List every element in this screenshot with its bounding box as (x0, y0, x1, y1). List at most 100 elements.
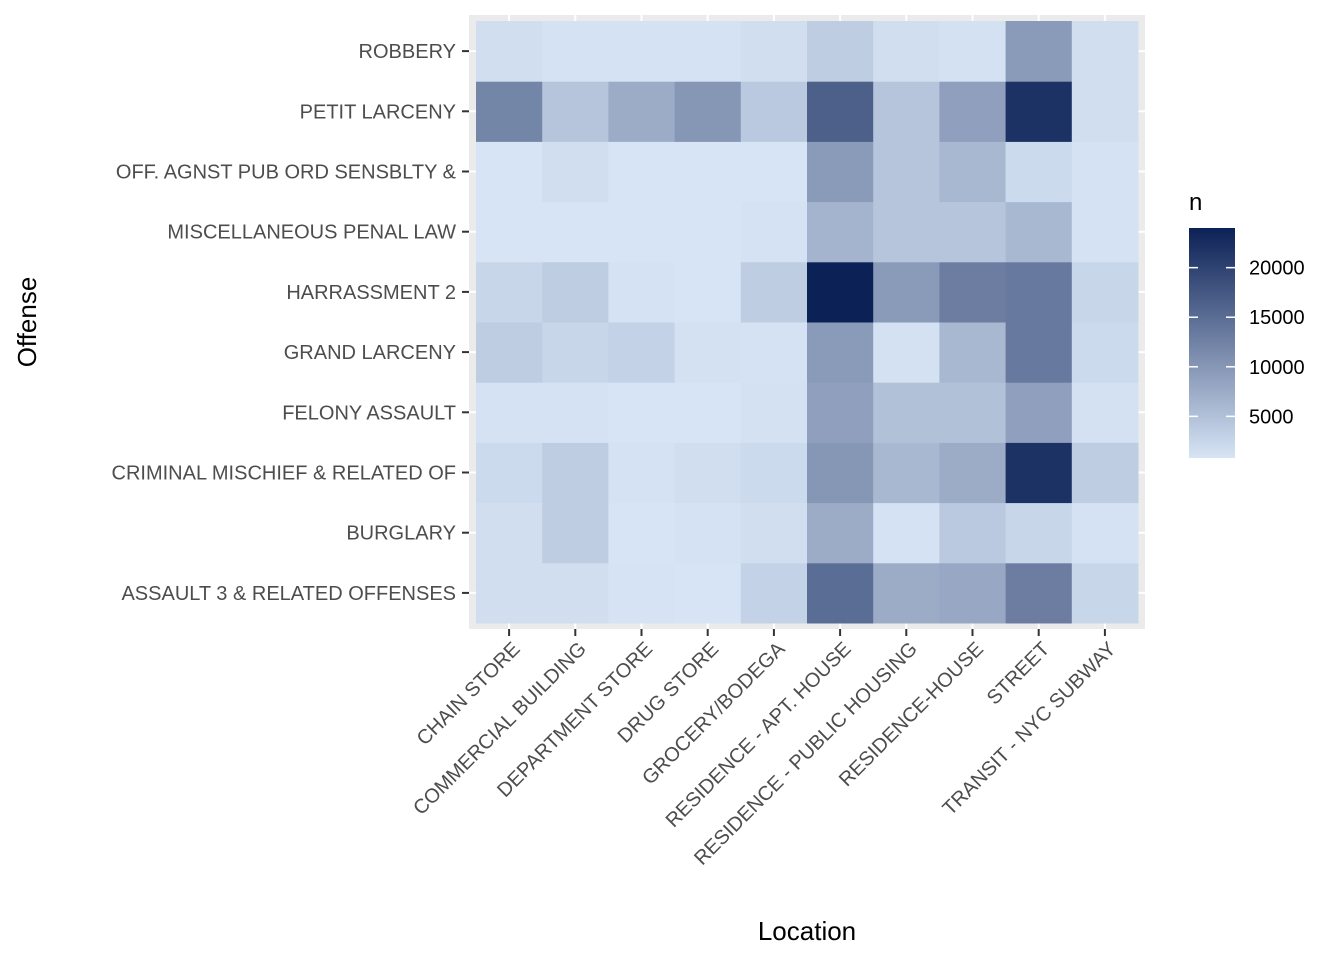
heatmap-cell (807, 141, 874, 203)
heatmap-cell (807, 562, 874, 624)
heatmap-cell (476, 502, 543, 564)
heatmap-cell (674, 322, 742, 383)
heatmap-cell (807, 81, 874, 142)
x-axis-title: Location (758, 916, 856, 946)
heatmap-cell (740, 261, 808, 323)
heatmap-cell (1005, 562, 1073, 624)
legend-colorbar (1189, 228, 1235, 458)
legend-tick-label: 20000 (1249, 258, 1305, 280)
color-legend: n 5000 10000 15000 20000 (1189, 189, 1305, 458)
heatmap-cell (542, 502, 609, 564)
heatmap-cell (476, 141, 543, 203)
heatmap-cell (1005, 21, 1073, 82)
heatmap-cell (873, 502, 940, 564)
heatmap-cell (542, 141, 609, 203)
heatmap-cell (608, 201, 676, 263)
heatmap-cell (476, 382, 543, 443)
heatmap-cell (476, 21, 543, 82)
heatmap-cell (1005, 382, 1073, 443)
heatmap-cell (1071, 502, 1139, 564)
y-tick-label: BURGLARY (346, 523, 456, 545)
heatmap-cell (674, 201, 742, 263)
heatmap-cell (542, 21, 609, 82)
y-tick-label: OFF. AGNST PUB ORD SENSBLTY & (116, 162, 457, 184)
heatmap-cell (740, 502, 808, 564)
y-tick-label: ASSAULT 3 & RELATED OFFENSES (121, 583, 456, 605)
heatmap-cell (1071, 562, 1139, 624)
heatmap-cell (1005, 81, 1073, 142)
heatmap-cell (939, 141, 1007, 203)
heatmap-cell (608, 442, 676, 504)
heatmap-cell (1005, 201, 1073, 263)
heatmap-cell (939, 502, 1007, 564)
heatmap-cell (807, 261, 874, 323)
heatmap-cell (1005, 442, 1073, 504)
y-tick-label: HARRASSMENT 2 (286, 282, 456, 304)
heatmap-cell (939, 21, 1007, 82)
heatmap-cell (1005, 141, 1073, 203)
heatmap-cell (740, 382, 808, 443)
heatmap-cell (807, 21, 874, 82)
heatmap-cell (542, 442, 609, 504)
legend-tick-label: 5000 (1249, 406, 1294, 428)
heatmap-cell (939, 442, 1007, 504)
heatmap-cell (1071, 141, 1139, 203)
heatmap-cell (873, 201, 940, 263)
heatmap-cell (608, 502, 676, 564)
heatmap-cell (807, 201, 874, 263)
heatmap-cell (476, 81, 543, 142)
heatmap-cell (873, 382, 940, 443)
heatmap-cell (873, 81, 940, 142)
y-tick-label: FELONY ASSAULT (282, 402, 456, 424)
heatmap-cell (1071, 442, 1139, 504)
heatmap-cell (873, 21, 940, 82)
y-axis-title: Offense (12, 277, 42, 368)
heatmap-cell (608, 322, 676, 383)
heatmap-cell (542, 562, 609, 624)
heatmap-cell (674, 382, 742, 443)
heatmap-cell (807, 502, 874, 564)
y-tick-label: PETIT LARCENY (300, 101, 456, 123)
heatmap-cell (807, 442, 874, 504)
heatmap-cell (608, 562, 676, 624)
y-tick-label: MISCELLANEOUS PENAL LAW (167, 222, 456, 244)
heatmap-cell (542, 322, 609, 383)
heatmap-cell (674, 81, 742, 142)
heatmap-cell (608, 141, 676, 203)
heatmap-cell (542, 201, 609, 263)
heatmap-cell (740, 141, 808, 203)
heatmap-cell (873, 141, 940, 203)
heatmap-cell (674, 21, 742, 82)
heatmap-cell (1005, 502, 1073, 564)
heatmap-cell (1071, 81, 1139, 142)
heatmap-cell (740, 21, 808, 82)
heatmap-cells (469, 15, 1145, 629)
heatmap-cell (542, 261, 609, 323)
heatmap-cell (608, 81, 676, 142)
heatmap-cell (1071, 261, 1139, 323)
heatmap-cell (608, 261, 676, 323)
heatmap-cell (608, 21, 676, 82)
legend-tick-label: 15000 (1249, 307, 1305, 329)
heatmap-cell (1005, 261, 1073, 323)
heatmap-cell (939, 382, 1007, 443)
heatmap-cell (1071, 201, 1139, 263)
heatmap-cell (873, 442, 940, 504)
heatmap-cell (807, 382, 874, 443)
heatmap-cell (674, 261, 742, 323)
heatmap-cell (740, 81, 808, 142)
y-tick-label: GRAND LARCENY (284, 342, 456, 364)
y-tick-label: CRIMINAL MISCHIEF & RELATED OF (112, 463, 456, 485)
heatmap-cell (939, 81, 1007, 142)
heatmap-cell (476, 201, 543, 263)
heatmap-cell (608, 382, 676, 443)
heatmap-cell (542, 382, 609, 443)
heatmap-cell (740, 442, 808, 504)
heatmap-cell (939, 562, 1007, 624)
legend-title: n (1189, 189, 1202, 216)
heatmap-cell (939, 261, 1007, 323)
heatmap-cell (674, 141, 742, 203)
heatmap-cell (542, 81, 609, 142)
